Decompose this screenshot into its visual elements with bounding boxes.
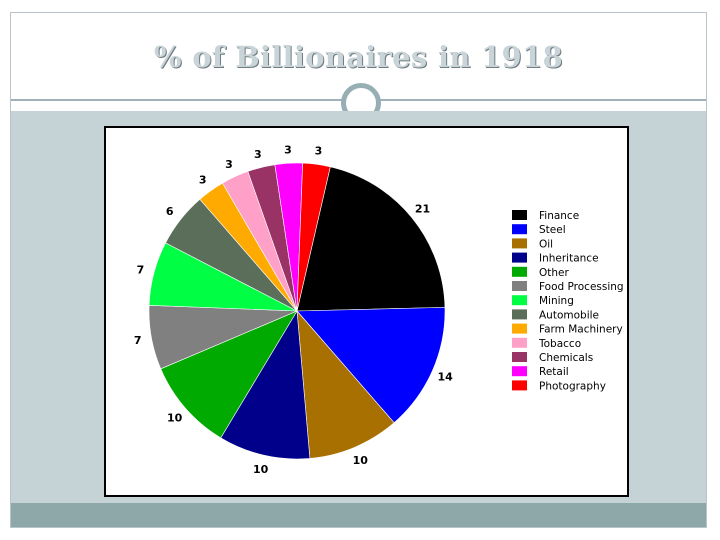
pie-slice-oil: [296, 310, 395, 459]
data-label: 3: [199, 173, 207, 186]
data-label: 14: [438, 370, 454, 383]
legend-swatch: [512, 266, 527, 277]
chart-panel: 21 14 10 10 10 7 7 6 3 3 3 3 3 Finance Steel Oil Inheri…: [104, 126, 629, 497]
legend-label: Retail: [539, 366, 569, 378]
legend-label: Mining: [539, 295, 574, 307]
legend-label: Finance: [539, 210, 579, 222]
pie-slice-other: [160, 310, 298, 439]
legend-label: Other: [539, 267, 569, 279]
data-label: 3: [284, 143, 292, 156]
data-label: 3: [225, 158, 233, 171]
data-label: 10: [253, 463, 269, 476]
legend-swatch: [512, 224, 527, 235]
data-label: 10: [167, 411, 183, 424]
data-label: 3: [315, 144, 323, 157]
legend-swatch: [512, 380, 527, 391]
pie-slice-photography: [296, 162, 331, 312]
legend-label: Inheritance: [539, 253, 599, 265]
legend-swatch: [512, 337, 527, 348]
legend-swatch: [512, 366, 527, 377]
pie-slice-finance: [296, 166, 446, 312]
data-label: 10: [353, 454, 369, 467]
data-label: 7: [134, 334, 142, 347]
legend-label: Tobacco: [538, 338, 581, 350]
slide-frame: % of Billionaires in 1918 21 14 10 10 10 7 7 6 3…: [10, 12, 707, 528]
legend-label: Photography: [539, 380, 606, 392]
legend-label: Chemicals: [539, 352, 593, 364]
legend-label: Food Processing: [539, 281, 624, 293]
data-label: 3: [254, 148, 262, 161]
title-area: % of Billionaires in 1918: [11, 13, 706, 123]
legend-swatch: [512, 323, 527, 334]
footer-band: [11, 503, 706, 527]
data-label: 6: [166, 205, 174, 218]
legend: Finance Steel Oil Inheritance Other Food Proc…: [512, 210, 624, 392]
legend-swatch: [512, 295, 527, 306]
pie-slice-steel: [296, 307, 446, 424]
data-label: 21: [415, 203, 430, 216]
legend-label: Steel: [539, 224, 566, 236]
legend-swatch: [512, 352, 527, 362]
data-label: 7: [137, 264, 145, 277]
pie-slices: [148, 162, 446, 460]
data-labels: 21 14 10 10 10 7 7 6 3 3 3 3 3: [134, 143, 454, 476]
legend-label: Oil: [539, 238, 553, 250]
pie-chart: 21 14 10 10 10 7 7 6 3 3 3 3 3 Finance Steel Oil Inheri…: [134, 143, 624, 476]
legend-label: Farm Machinery: [539, 324, 623, 336]
slide-title: % of Billionaires in 1918: [154, 40, 563, 74]
legend-swatch: [512, 252, 527, 263]
legend-swatch: [512, 238, 527, 249]
legend-swatch: [512, 309, 527, 320]
legend-swatch: [512, 210, 527, 220]
legend-label: Automobile: [539, 309, 599, 321]
legend-swatch: [512, 281, 527, 291]
pie-slice-inheritance: [220, 310, 311, 460]
